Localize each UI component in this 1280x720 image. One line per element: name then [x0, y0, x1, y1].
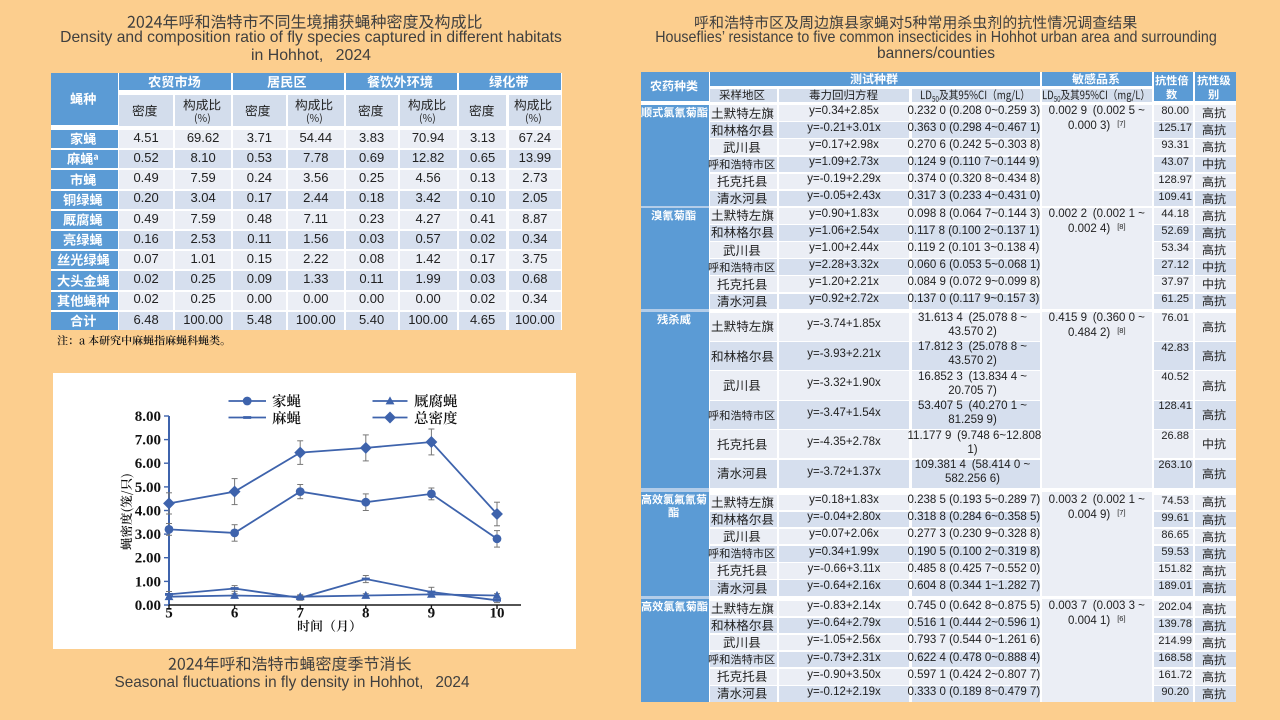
- svg-text:4.00: 4.00: [135, 504, 161, 520]
- svg-text:2.00: 2.00: [135, 551, 161, 567]
- svg-text:6.00: 6.00: [135, 456, 161, 472]
- svg-text:9: 9: [428, 606, 436, 622]
- svg-text:5.00: 5.00: [135, 480, 161, 496]
- svg-text:1.00: 1.00: [135, 574, 161, 590]
- svg-text:6: 6: [231, 606, 239, 622]
- svg-text:8.00: 8.00: [135, 409, 161, 425]
- svg-text:8: 8: [362, 606, 370, 622]
- svg-text:5: 5: [165, 606, 173, 622]
- svg-text:7.00: 7.00: [135, 433, 161, 449]
- svg-text:0.00: 0.00: [135, 598, 161, 614]
- svg-text:3.00: 3.00: [135, 527, 161, 543]
- svg-text:10: 10: [490, 606, 505, 622]
- svg-text:7: 7: [296, 606, 304, 622]
